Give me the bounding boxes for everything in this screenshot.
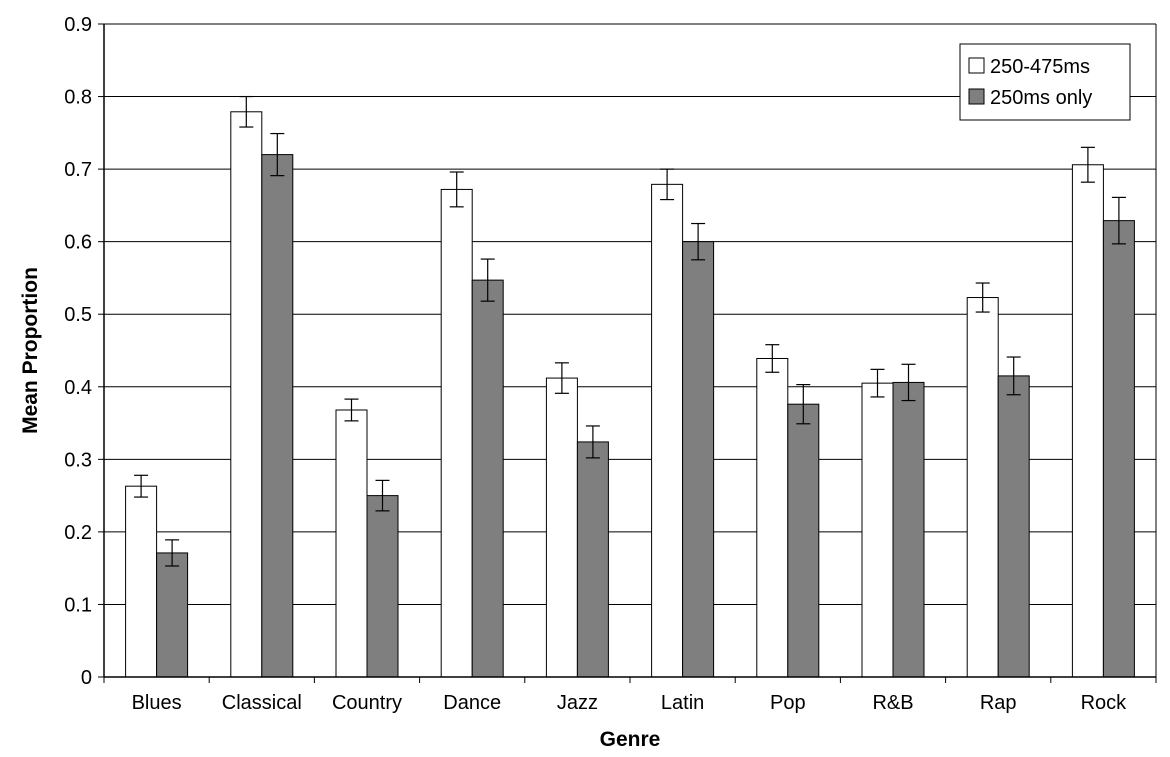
y-tick-label: 0.6: [64, 232, 92, 254]
legend-swatch-250ms-only: [968, 88, 985, 105]
y-tick-label: 0.7: [64, 159, 92, 181]
x-tick-label-jazz: Jazz: [557, 692, 598, 714]
y-tick-label: 0.3: [64, 449, 92, 471]
x-axis-ticks: Blues Classical Country Dance Jazz Latin Pop R&…: [103, 677, 1157, 714]
x-tick-label-blues: Blues: [132, 692, 182, 714]
x-tick-label-classical: Classical: [222, 692, 302, 714]
x-axis-title: Genre: [600, 728, 661, 751]
bar-250-475ms-classical: [230, 111, 263, 678]
y-tick-label: 0.2: [64, 522, 92, 544]
y-tick-label: 0.5: [64, 304, 92, 326]
legend-label-250-475ms: 250-475ms: [990, 56, 1090, 78]
bars: [125, 111, 1135, 678]
bar-250ms-only-dance: [471, 279, 504, 678]
bar-250ms-only-jazz: [576, 441, 609, 678]
bar-250ms-only-latin: [682, 241, 715, 678]
bar-250ms-only-r-b: [892, 381, 925, 678]
x-tick-label-r-b: R&B: [872, 692, 913, 714]
bar-250ms-only-rock: [1102, 220, 1135, 678]
bar-250-475ms-rap: [966, 297, 999, 678]
y-axis-title: Mean Proportion: [19, 267, 42, 434]
legend-box: [959, 43, 1131, 121]
bar-250ms-only-country: [366, 495, 399, 678]
y-tick-label: 0: [81, 667, 92, 689]
legend: 250-475ms 250ms only: [959, 43, 1131, 121]
bar-250ms-only-rap: [997, 375, 1030, 678]
bar-250-475ms-dance: [440, 188, 473, 678]
bar-250-475ms-jazz: [545, 377, 578, 678]
y-axis-ticks: 0 0.1 0.2 0.3 0.4 0.5 0.6 0.7 0.8 0.9: [64, 14, 104, 689]
x-tick-label-pop: Pop: [770, 692, 806, 714]
x-tick-label-rap: Rap: [980, 692, 1017, 714]
bar-250ms-only-pop: [787, 403, 820, 678]
y-tick-label: 0.9: [64, 14, 92, 36]
x-tick-label-rock: Rock: [1081, 692, 1128, 714]
x-tick-label-latin: Latin: [661, 692, 704, 714]
bar-250-475ms-country: [335, 409, 368, 678]
error-bars: [134, 95, 1126, 567]
bar-250-475ms-r-b: [861, 382, 894, 678]
bar-250ms-only-classical: [261, 154, 294, 678]
bar-250-475ms-blues: [125, 485, 158, 678]
legend-label-250ms-only: 250ms only: [990, 87, 1092, 109]
legend-swatch-250-475ms: [968, 57, 985, 74]
x-tick-label-country: Country: [332, 692, 402, 714]
bar-250-475ms-rock: [1071, 164, 1104, 678]
bar-250-475ms-latin: [651, 183, 684, 678]
y-tick-label: 0.1: [64, 594, 92, 616]
bar-250-475ms-pop: [756, 357, 789, 678]
y-tick-label: 0.4: [64, 377, 92, 399]
y-tick-label: 0.8: [64, 87, 92, 109]
bar-250ms-only-blues: [156, 552, 189, 678]
x-tick-label-dance: Dance: [443, 692, 501, 714]
